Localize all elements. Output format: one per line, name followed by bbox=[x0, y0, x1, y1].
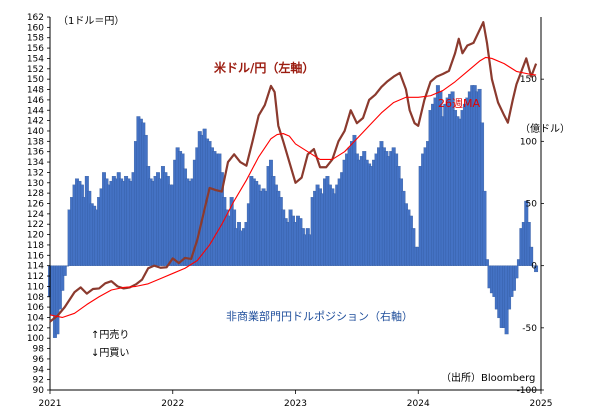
right-tick-label: 150 bbox=[520, 75, 537, 85]
left-tick-label: 154 bbox=[27, 54, 44, 64]
left-tick-label: 104 bbox=[27, 313, 44, 323]
left-tick-label: 124 bbox=[27, 210, 44, 220]
left-tick-label: 130 bbox=[27, 179, 44, 189]
left-tick-label: 90 bbox=[33, 386, 45, 396]
x-tick-label: 2024 bbox=[407, 399, 430, 409]
source-label: （出所）Bloomberg bbox=[441, 371, 535, 384]
position-bar bbox=[65, 265, 70, 267]
position-label: 非商業部門円ドルポジション（右軸） bbox=[226, 309, 413, 323]
left-tick-label: 122 bbox=[27, 220, 44, 230]
left-tick-label: 140 bbox=[27, 127, 44, 137]
ma-label: 26週MA bbox=[438, 97, 480, 110]
left-tick-label: 136 bbox=[27, 148, 44, 158]
x-tick-label: 2023 bbox=[284, 399, 307, 409]
left-tick-label: 110 bbox=[27, 282, 44, 292]
left-tick-label: 142 bbox=[27, 117, 44, 127]
left-tick-label: 138 bbox=[27, 137, 44, 147]
position-bar bbox=[485, 259, 489, 266]
left-tick-label: 158 bbox=[27, 34, 44, 44]
left-tick-label: 126 bbox=[27, 200, 44, 210]
left-unit-label: （1ドル＝円） bbox=[58, 15, 124, 27]
usdjpy-label: 米ドル/円（左軸） bbox=[214, 60, 314, 75]
position-bar bbox=[482, 190, 487, 266]
left-tick-label: 156 bbox=[27, 44, 44, 54]
left-tick-label: 94 bbox=[33, 365, 45, 375]
left-tick-label: 108 bbox=[27, 293, 44, 303]
yen-buy-note: ↓円買い bbox=[91, 347, 129, 359]
right-tick-label: -100 bbox=[517, 386, 538, 396]
left-tick-label: 114 bbox=[27, 262, 44, 272]
left-tick-label: 100 bbox=[27, 334, 44, 344]
left-tick-label: 146 bbox=[27, 96, 44, 106]
ma-line bbox=[49, 56, 537, 319]
left-tick-label: 112 bbox=[27, 272, 44, 282]
x-tick-label: 2022 bbox=[161, 399, 184, 409]
position-bar bbox=[529, 246, 534, 266]
left-tick-label: 98 bbox=[33, 345, 45, 355]
left-tick-label: 116 bbox=[27, 251, 44, 261]
left-tick-label: 118 bbox=[27, 241, 44, 251]
left-tick-label: 96 bbox=[33, 355, 45, 365]
position-bars bbox=[48, 85, 539, 338]
position-bar bbox=[534, 265, 539, 273]
position-bar bbox=[526, 221, 531, 266]
axes: 9092949698100102104106108110112114116118… bbox=[27, 13, 553, 409]
yen-sell-note: ↑円売り bbox=[91, 328, 129, 341]
left-tick-label: 106 bbox=[27, 303, 44, 313]
left-tick-label: 148 bbox=[27, 86, 44, 96]
left-tick-label: 92 bbox=[33, 376, 44, 386]
right-tick-label: 100 bbox=[520, 137, 537, 147]
position-bar bbox=[60, 265, 65, 291]
right-tick-label: -50 bbox=[522, 324, 537, 334]
right-tick-label: 50 bbox=[526, 200, 538, 210]
left-tick-label: 128 bbox=[27, 189, 44, 199]
left-tick-label: 152 bbox=[27, 65, 44, 75]
left-tick-label: 160 bbox=[27, 23, 44, 33]
left-tick-label: 120 bbox=[27, 231, 44, 241]
usdjpy-line bbox=[49, 21, 538, 323]
right-tick-label: 0 bbox=[531, 262, 537, 272]
left-tick-label: 144 bbox=[27, 106, 44, 116]
lines bbox=[49, 21, 538, 323]
x-tick-label: 2021 bbox=[39, 399, 62, 409]
left-tick-label: 150 bbox=[27, 75, 44, 85]
left-tick-label: 102 bbox=[27, 324, 44, 334]
right-unit-label: （億ドル） bbox=[520, 122, 570, 135]
x-tick-label: 2025 bbox=[530, 399, 553, 409]
position-bar bbox=[514, 265, 519, 279]
left-tick-label: 132 bbox=[27, 168, 44, 178]
left-tick-label: 134 bbox=[27, 158, 44, 168]
left-tick-label: 162 bbox=[27, 13, 44, 23]
position-bar bbox=[62, 265, 67, 276]
